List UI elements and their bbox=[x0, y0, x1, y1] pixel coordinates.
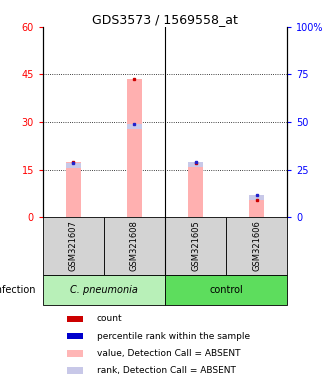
Title: GDS3573 / 1569558_at: GDS3573 / 1569558_at bbox=[92, 13, 238, 26]
Bar bbox=[127, 124, 142, 129]
Text: rank, Detection Call = ABSENT: rank, Detection Call = ABSENT bbox=[97, 366, 236, 375]
Bar bbox=[165, 275, 287, 305]
Text: count: count bbox=[97, 314, 122, 323]
Bar bbox=[67, 350, 83, 357]
Text: value, Detection Call = ABSENT: value, Detection Call = ABSENT bbox=[97, 349, 240, 358]
Bar bbox=[249, 195, 264, 200]
Text: GSM321608: GSM321608 bbox=[130, 220, 139, 271]
Bar bbox=[188, 162, 203, 167]
Bar bbox=[127, 79, 142, 217]
Text: GSM321607: GSM321607 bbox=[69, 220, 78, 271]
Bar bbox=[66, 162, 81, 217]
Text: GSM321605: GSM321605 bbox=[191, 220, 200, 271]
Bar bbox=[188, 163, 203, 217]
Bar bbox=[67, 367, 83, 374]
Text: infection: infection bbox=[0, 285, 36, 295]
Bar bbox=[67, 333, 83, 339]
Bar bbox=[249, 200, 264, 217]
Bar bbox=[67, 316, 83, 322]
Bar bbox=[226, 217, 287, 275]
Bar bbox=[66, 163, 81, 168]
Bar bbox=[43, 275, 165, 305]
Text: C. pneumonia: C. pneumonia bbox=[70, 285, 138, 295]
Bar bbox=[165, 217, 226, 275]
Text: GSM321606: GSM321606 bbox=[252, 220, 261, 271]
Text: control: control bbox=[209, 285, 243, 295]
Text: percentile rank within the sample: percentile rank within the sample bbox=[97, 331, 250, 341]
Bar bbox=[104, 217, 165, 275]
Bar bbox=[43, 217, 104, 275]
